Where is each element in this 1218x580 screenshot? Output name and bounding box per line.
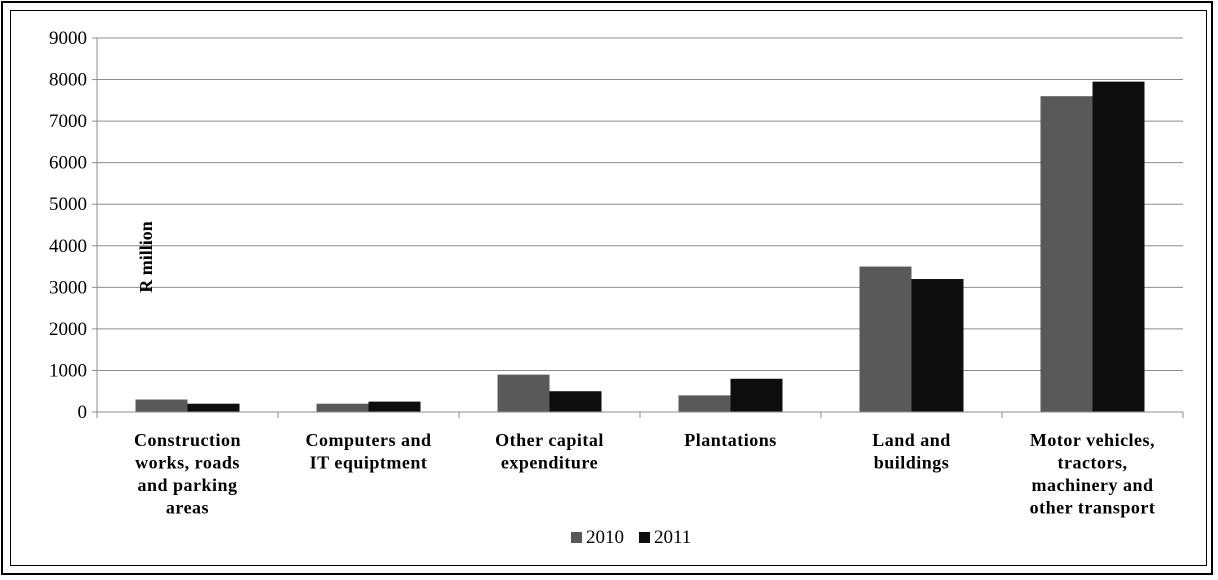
y-tick-label: 2000 (49, 319, 87, 340)
category-label-line: Plantations (684, 430, 777, 450)
bar-2011 (1092, 81, 1145, 412)
bar-2010 (135, 399, 188, 412)
x-axis-labels: Construction works, roads and parking areas… (134, 430, 1155, 518)
category-label-line: IT equiptment (310, 453, 428, 473)
y-axis-ticks: 0 1000 2000 3000 4000 5000 6000 7000 8000 9000 (49, 28, 97, 423)
category-label: Computers and IT equiptment (305, 430, 431, 473)
bar-2010 (497, 374, 550, 412)
category-label-line: and parking (137, 475, 237, 495)
y-tick-label: 7000 (49, 111, 87, 132)
y-tick-label: 3000 (49, 277, 87, 298)
category-label: Plantations (684, 430, 777, 450)
legend-label-2010: 2010 (586, 527, 624, 548)
category-label-line: works, roads (135, 453, 240, 473)
category-label: Land and buildings (872, 430, 951, 473)
category-label-line: other transport (1030, 498, 1156, 518)
bar-2010 (859, 266, 912, 412)
bars (135, 81, 1145, 412)
bar-2011 (549, 391, 602, 412)
category-label-line: buildings (874, 453, 950, 473)
category-label-line: Land and (872, 430, 951, 450)
chart-inner-frame (10, 10, 1207, 566)
y-tick-label: 1000 (49, 360, 87, 381)
y-tick-label: 4000 (49, 236, 87, 257)
category-label: Other capital expenditure (495, 430, 604, 473)
axes (96, 38, 1184, 418)
category-label: Construction works, roads and parking areas (134, 430, 241, 518)
category-label-line: Construction (134, 430, 241, 450)
category-label-line: expenditure (501, 453, 598, 473)
legend-label-2011: 2011 (654, 527, 691, 548)
category-label-line: Other capital (495, 430, 604, 450)
category-label: Motor vehicles, tractors, machinery and oth… (1030, 430, 1156, 518)
bar-2010 (1040, 96, 1093, 412)
y-tick-label: 5000 (49, 194, 87, 215)
category-label-line: areas (166, 498, 209, 518)
category-label-line: Computers and (305, 430, 431, 450)
bar-2011 (730, 378, 783, 412)
legend-swatch-2010 (571, 532, 582, 543)
legend: 2010 2011 (571, 527, 691, 548)
y-tick-label: 9000 (49, 28, 87, 49)
bar-2010 (316, 403, 369, 412)
y-tick-label: 0 (78, 402, 88, 423)
legend-swatch-2011 (639, 532, 650, 543)
y-tick-label: 8000 (49, 70, 87, 91)
bar-2011 (187, 403, 240, 412)
bar-2011 (911, 279, 964, 412)
gridlines (97, 37, 1183, 371)
bar-2010 (678, 395, 731, 412)
category-label-line: Motor vehicles, (1030, 430, 1155, 450)
category-label-line: machinery and (1031, 475, 1153, 495)
y-axis-label: R million (136, 221, 156, 293)
y-tick-label: 6000 (49, 153, 87, 174)
bar-2011 (368, 401, 421, 412)
category-label-line: tractors, (1058, 453, 1128, 473)
